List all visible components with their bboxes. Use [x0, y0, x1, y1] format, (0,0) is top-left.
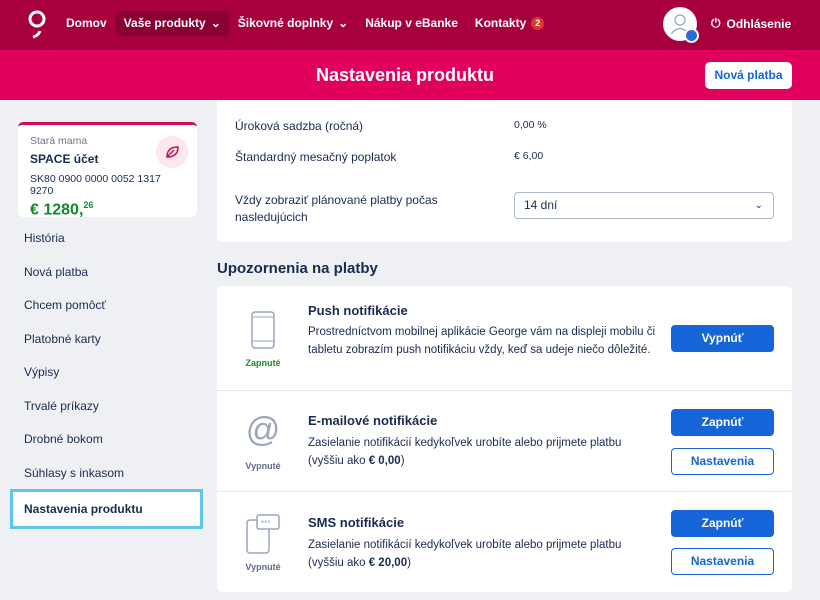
email-state: Vypnuté: [245, 461, 281, 471]
sms-notification-row: *** Vypnuté SMS notifikácie Zasielanie n…: [217, 492, 792, 592]
nav-domov[interactable]: Domov: [66, 16, 107, 30]
nav-label: Vaše produkty: [123, 16, 206, 30]
sidebar-item-vypisy[interactable]: Výpisy: [24, 365, 60, 379]
email-desc: Zasielanie notifikácií kedykoľvek urobít…: [308, 434, 658, 470]
sidebar-item-drobne-bokom[interactable]: Drobné bokom: [24, 432, 103, 446]
sms-desc: Zasielanie notifikácií kedykoľvek urobít…: [308, 536, 658, 572]
nav-label: Šikovné doplnky: [237, 16, 334, 30]
product-settings-card: Úroková sadzba (ročná) 0,00 % Štandardný…: [217, 100, 792, 242]
sidebar-item-nastavenia[interactable]: Nastavenia produktu: [10, 489, 203, 529]
power-icon: ⏻: [711, 16, 721, 30]
sms-state: Vypnuté: [245, 562, 281, 572]
chevron-down-icon: ⌄: [754, 200, 763, 211]
desc-text: Zasielanie notifikácií kedykoľvek urobít…: [308, 437, 622, 467]
balance-cents: 26: [83, 200, 94, 210]
account-balance: € 1280,26: [30, 200, 185, 219]
sidebar-item-chcem-pomoct[interactable]: Chcem pomôcť: [24, 298, 106, 312]
sms-enable-button[interactable]: Zapnúť: [671, 510, 774, 537]
account-card[interactable]: Stará mama SPACE účet SK80 0900 0000 005…: [18, 122, 197, 219]
desc-amount: € 0,00: [368, 455, 401, 467]
chevron-down-icon: ⌄: [210, 16, 221, 30]
leaf-icon: [156, 136, 188, 168]
nav-vase-produkty[interactable]: Vaše produkty ⌄: [115, 11, 229, 36]
balance-main: € 1280,: [30, 201, 84, 219]
push-title: Push notifikácie: [308, 303, 408, 318]
select-value: 14 dní: [524, 198, 558, 212]
page-title: Nastavenia produktu: [315, 65, 495, 85]
sidebar-item-platobne-karty[interactable]: Platobné karty: [24, 331, 101, 346]
nav-nakup[interactable]: Nákup v eBanke: [365, 16, 458, 30]
email-enable-button[interactable]: Zapnúť: [671, 409, 774, 436]
sidebar-item-suhlasy[interactable]: Súhlasy s inkasom: [24, 465, 125, 480]
at-icon: @: [245, 411, 281, 449]
new-payment-button[interactable]: Nová platba: [705, 62, 792, 89]
account-name: SPACE účet: [30, 152, 99, 166]
push-state: Zapnuté: [245, 358, 281, 368]
push-notification-row: Zapnuté Push notifikácie Prostredníctvom…: [217, 286, 792, 391]
page-banner: Nastavenia produktu: [0, 50, 820, 100]
sidebar-menu: História Nová platba Chcem pomôcť Platob…: [10, 222, 203, 529]
section-title: Upozornenia na platby: [217, 260, 378, 277]
chevron-down-icon: ⌄: [338, 16, 349, 30]
sms-settings-button[interactable]: Nastavenia: [671, 548, 774, 575]
fee-label: Štandardný mesačný poplatok: [235, 150, 397, 164]
settings-badge-icon: [684, 28, 699, 43]
desc-amount: € 20,00: [368, 557, 408, 569]
desc-text: Zasielanie notifikácií kedykoľvek urobít…: [308, 539, 622, 569]
notifications-card: Zapnuté Push notifikácie Prostredníctvom…: [217, 286, 792, 592]
push-desc: Prostredníctvom mobilnej aplikácie Georg…: [308, 326, 656, 356]
planned-days-select[interactable]: 14 dní ⌄: [514, 192, 774, 219]
logout-button[interactable]: ⏻ Odhlásenie: [711, 16, 791, 31]
email-settings-button[interactable]: Nastavenia: [671, 448, 774, 475]
top-navigation: Domov Vaše produkty ⌄ Šikovné doplnky ⌄ Ná…: [0, 0, 820, 50]
account-owner: Stará mama: [30, 135, 88, 147]
sms-title: SMS notifikácie: [308, 515, 405, 530]
account-iban: SK80 0900 0000 0052 1317 9270: [30, 173, 161, 197]
sidebar-item-nova-platba[interactable]: Nová platba: [24, 264, 89, 279]
interest-value: 0,00 %: [514, 119, 547, 131]
sidebar-item-historia[interactable]: História: [24, 231, 65, 245]
sms-phone-icon: ***: [246, 514, 280, 554]
email-notification-row: @ Vypnuté E-mailové notifikácie Zasielan…: [217, 391, 792, 492]
svg-text:***: ***: [261, 519, 270, 528]
desc-text: ): [400, 455, 405, 467]
fee-value: € 6,00: [514, 150, 544, 162]
phone-icon: [251, 311, 275, 349]
nav-kontakty[interactable]: Kontakty 2: [467, 11, 552, 36]
planned-label: Vždy zobraziť plánované platby počas nas…: [235, 193, 438, 224]
desc-text: ): [407, 557, 411, 569]
george-logo[interactable]: [26, 9, 48, 39]
sidebar-item-trvale-prikazy[interactable]: Trvalé príkazy: [24, 398, 99, 413]
contacts-badge: 2: [531, 17, 545, 30]
email-title: E-mailové notifikácie: [308, 413, 438, 428]
nav-label: Kontakty: [474, 16, 527, 30]
nav-sikovne-doplnky[interactable]: Šikovné doplnky ⌄: [230, 11, 356, 36]
logout-label: Odhlásenie: [726, 16, 792, 31]
interest-label: Úroková sadzba (ročná): [235, 119, 364, 133]
push-disable-button[interactable]: Vypnúť: [671, 325, 774, 352]
